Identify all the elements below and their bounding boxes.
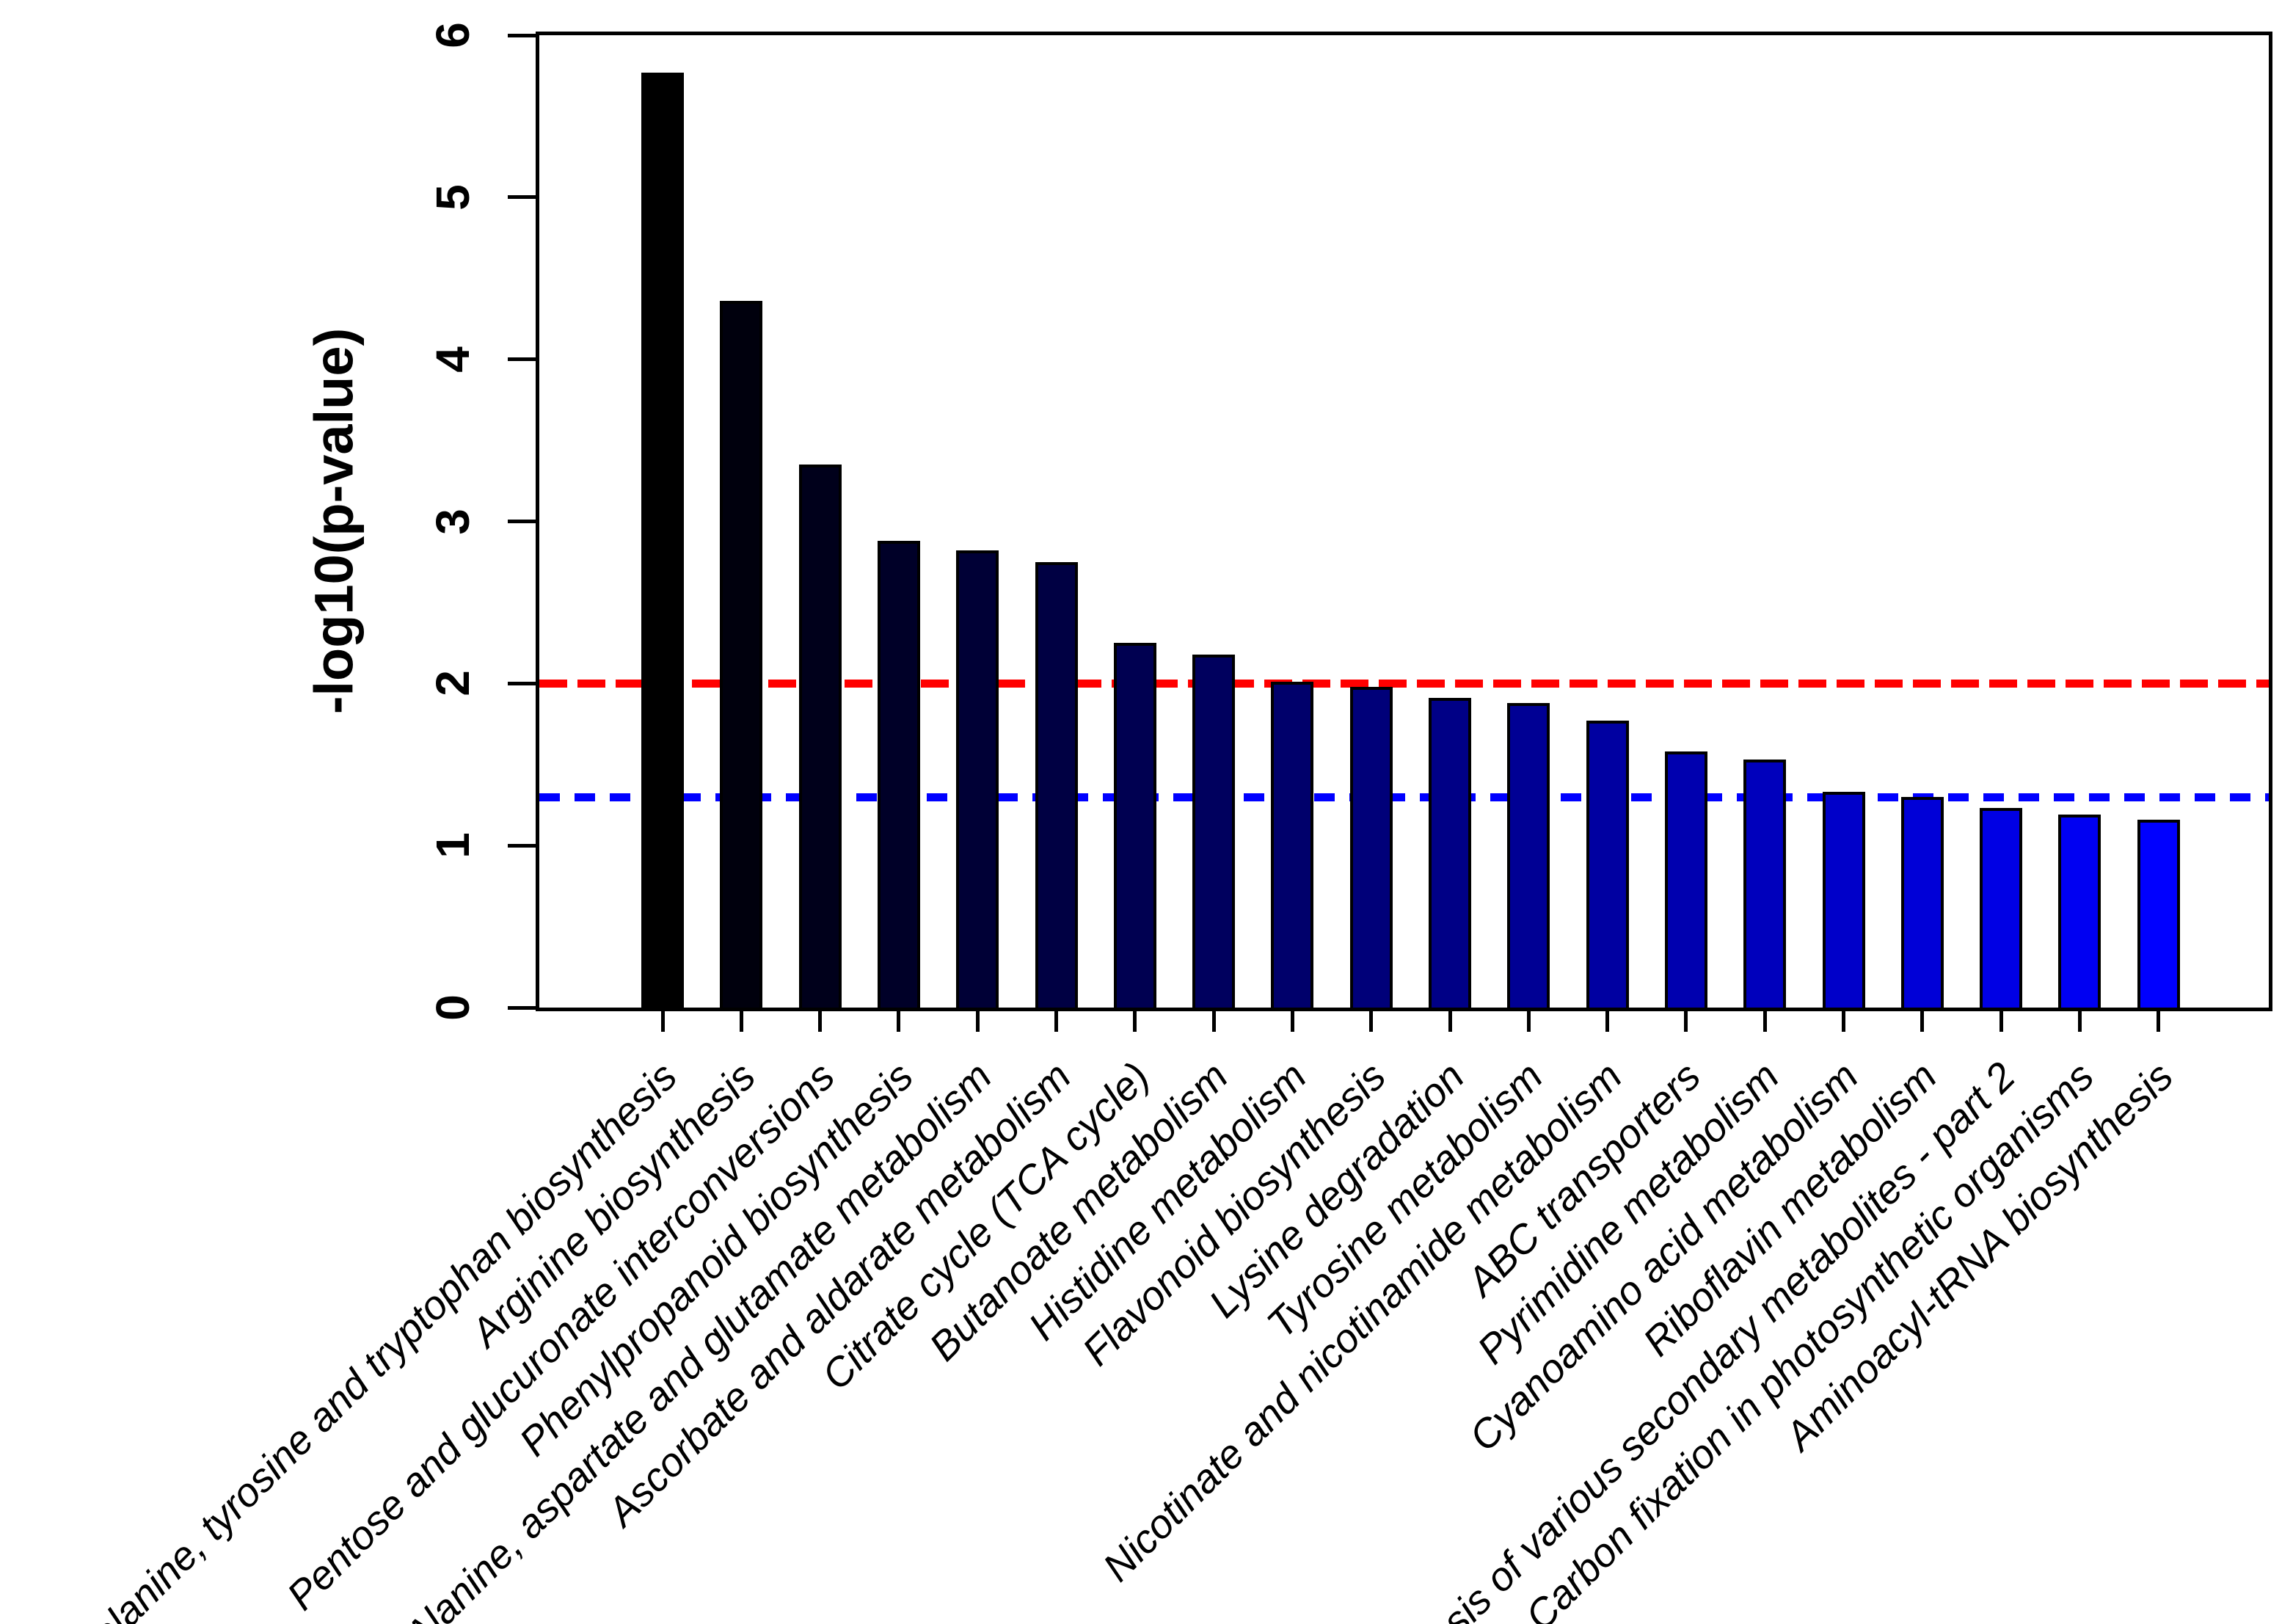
y-tick-label: 6 <box>426 22 479 48</box>
y-tick-label: 2 <box>426 670 479 697</box>
bar <box>720 301 763 1008</box>
x-tick <box>897 1011 901 1032</box>
bar <box>1429 698 1471 1008</box>
x-tick <box>660 1011 665 1032</box>
bar <box>798 465 842 1008</box>
y-tick <box>508 195 536 200</box>
plot-area <box>536 32 2272 1011</box>
x-tick <box>975 1011 980 1032</box>
x-tick <box>818 1011 823 1032</box>
x-tick <box>1448 1011 1452 1032</box>
bar <box>1113 643 1156 1008</box>
bar <box>1271 682 1314 1008</box>
y-axis-label: -log10(p-value) <box>303 327 365 715</box>
bar <box>1900 796 1944 1008</box>
bar <box>1349 686 1393 1008</box>
bar <box>1192 654 1236 1008</box>
bar <box>641 72 684 1008</box>
x-tick <box>1290 1011 1294 1032</box>
bar <box>956 550 999 1008</box>
x-tick <box>1054 1011 1058 1032</box>
x-tick <box>1762 1011 1767 1032</box>
bar <box>1507 702 1550 1008</box>
x-tick <box>1684 1011 1688 1032</box>
x-tick <box>1526 1011 1531 1032</box>
x-tick <box>1133 1011 1137 1032</box>
x-tick <box>1999 1011 2003 1032</box>
y-tick <box>508 843 536 848</box>
bar <box>1743 760 1787 1008</box>
y-tick-label: 4 <box>426 346 479 373</box>
bar <box>877 541 920 1008</box>
x-tick <box>739 1011 743 1032</box>
y-tick <box>508 33 536 37</box>
y-tick <box>508 681 536 685</box>
y-tick-label: 1 <box>426 832 479 859</box>
y-tick <box>508 357 536 362</box>
x-tick <box>1842 1011 1845 1032</box>
red-dashed-threshold-line <box>539 680 2269 688</box>
y-tick-label: 0 <box>426 994 479 1021</box>
blue-dashed-threshold-line <box>539 793 2269 801</box>
bar <box>2058 815 2101 1008</box>
y-tick <box>508 520 536 523</box>
bar <box>2137 819 2180 1008</box>
bar <box>1664 751 1707 1008</box>
y-tick-label: 5 <box>426 184 479 211</box>
bar <box>1822 792 1865 1008</box>
x-tick <box>1369 1011 1374 1032</box>
bar <box>1980 808 2023 1008</box>
x-tick <box>1605 1011 1610 1032</box>
x-tick <box>2077 1011 2082 1032</box>
x-tick <box>1211 1011 1216 1032</box>
y-tick <box>508 1005 536 1010</box>
x-tick <box>2157 1011 2161 1032</box>
bar <box>1035 561 1078 1008</box>
bar <box>1586 721 1629 1008</box>
x-tick <box>1920 1011 1925 1032</box>
y-tick-label: 3 <box>426 508 479 535</box>
